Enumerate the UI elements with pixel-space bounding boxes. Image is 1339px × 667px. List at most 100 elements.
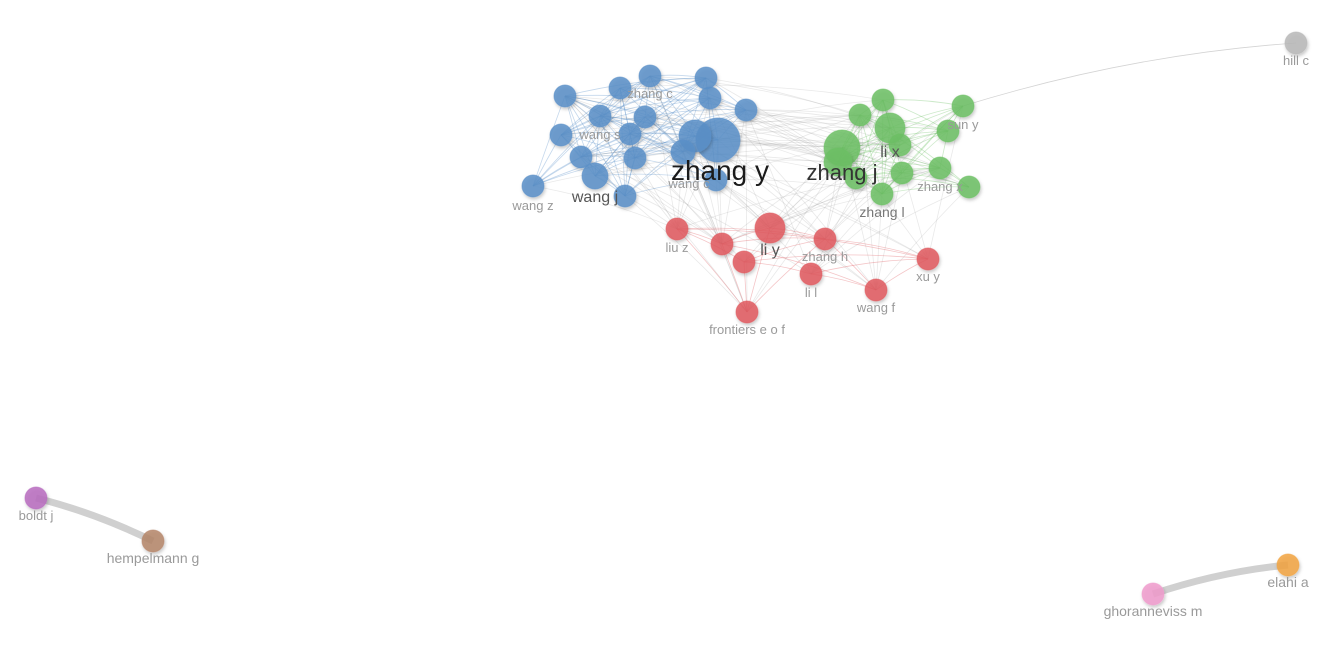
node[interactable]: [871, 88, 895, 112]
edge: [746, 127, 891, 313]
label-wang-z: wang z: [511, 198, 553, 213]
node[interactable]: [936, 119, 960, 143]
edge: [721, 243, 877, 291]
node[interactable]: [633, 105, 657, 129]
node-wang-f[interactable]: [864, 278, 888, 302]
edge: [564, 94, 747, 111]
node-zhang-x[interactable]: [928, 156, 952, 180]
node-zhang-l[interactable]: [870, 182, 894, 206]
edge: [580, 109, 747, 158]
node[interactable]: [823, 147, 853, 177]
node-zhang-h[interactable]: [813, 227, 837, 251]
node[interactable]: [732, 250, 756, 274]
edge: [594, 175, 723, 245]
node[interactable]: [623, 146, 647, 170]
node[interactable]: [569, 145, 593, 169]
label-wang-c: wang c: [667, 176, 710, 191]
edge: [709, 97, 771, 229]
label-ghoranneviss-m: ghoranneviss m: [1104, 603, 1203, 619]
node-sun-y[interactable]: [951, 94, 975, 118]
label-liu-z: liu z: [665, 240, 688, 255]
node-hill-c[interactable]: [1284, 31, 1308, 55]
node[interactable]: [848, 103, 872, 127]
node[interactable]: [888, 133, 912, 157]
edge: [715, 114, 861, 181]
edge: [599, 97, 711, 117]
edge: [564, 95, 929, 260]
node-ghoranneviss-m[interactable]: [1141, 582, 1165, 606]
node-frontiers[interactable]: [735, 300, 759, 324]
edge: [599, 115, 717, 181]
edge: [810, 167, 941, 275]
label-zhang-c: zhang c: [627, 86, 673, 101]
label-wang-j: wang j: [571, 189, 618, 206]
node-liu-z[interactable]: [665, 217, 689, 241]
edge: [564, 95, 678, 230]
edge: [532, 75, 651, 187]
edge: [810, 186, 970, 275]
node[interactable]: [957, 175, 981, 199]
node[interactable]: [734, 98, 758, 122]
node[interactable]: [670, 139, 696, 165]
node[interactable]: [549, 123, 573, 147]
label-li-l: li l: [805, 285, 817, 300]
node[interactable]: [694, 66, 718, 90]
edge: [676, 97, 711, 230]
edge: [824, 114, 861, 240]
node[interactable]: [698, 86, 722, 110]
edge: [644, 116, 723, 245]
node-wang-z[interactable]: [521, 174, 545, 198]
edge: [824, 144, 901, 240]
edge: [859, 114, 877, 291]
node[interactable]: [588, 104, 612, 128]
node[interactable]: [553, 84, 577, 108]
edge: [721, 161, 839, 245]
label-li-x: li x: [880, 144, 900, 161]
label-zhang-l: zhang l: [859, 204, 904, 220]
edge: [564, 95, 941, 169]
label-zhang-y: zhang y: [671, 155, 769, 186]
node-boldt-j[interactable]: [24, 486, 48, 510]
node-layer: [24, 31, 1308, 606]
edge: [649, 75, 748, 313]
node-xu-y[interactable]: [916, 247, 940, 271]
node-wang-j[interactable]: [613, 184, 637, 208]
edge: [746, 161, 839, 313]
edge: [881, 105, 964, 195]
edge: [676, 227, 826, 240]
edge: [644, 116, 843, 149]
edge: [715, 179, 877, 291]
label-wang-s: wang s: [578, 127, 621, 142]
edge: [769, 114, 861, 229]
edge: [649, 75, 678, 230]
node-wang-s[interactable]: [618, 122, 642, 146]
label-frontiers: frontiers e o f: [709, 322, 785, 337]
label-hempelmann-g: hempelmann g: [107, 550, 200, 566]
node-li-l[interactable]: [799, 262, 823, 286]
edge: [721, 193, 883, 245]
edge: [644, 116, 771, 229]
node-wang-c[interactable]: [704, 168, 728, 192]
node-li-y[interactable]: [754, 212, 786, 244]
edge-ghoranneviss_m-elahi_a: [1151, 561, 1289, 598]
edge: [629, 133, 771, 229]
node-hempelmann-g[interactable]: [141, 529, 165, 553]
node[interactable]: [710, 232, 734, 256]
edge: [560, 77, 707, 136]
edge-layer: [35, 42, 1297, 598]
node-elahi-a[interactable]: [1276, 553, 1300, 577]
edge: [599, 115, 723, 245]
label-boldt-j: boldt j: [19, 508, 54, 523]
node[interactable]: [844, 166, 868, 190]
node[interactable]: [608, 76, 632, 100]
edge-sun_y-hill_c: [962, 42, 1297, 107]
label-xu-y: xu y: [916, 269, 940, 284]
edge: [769, 172, 903, 229]
edge: [594, 97, 711, 177]
node[interactable]: [890, 161, 914, 185]
label-hill-c: hill c: [1283, 53, 1310, 68]
node-zhang-c[interactable]: [638, 64, 662, 88]
edge: [715, 179, 883, 195]
node[interactable]: [581, 162, 609, 190]
